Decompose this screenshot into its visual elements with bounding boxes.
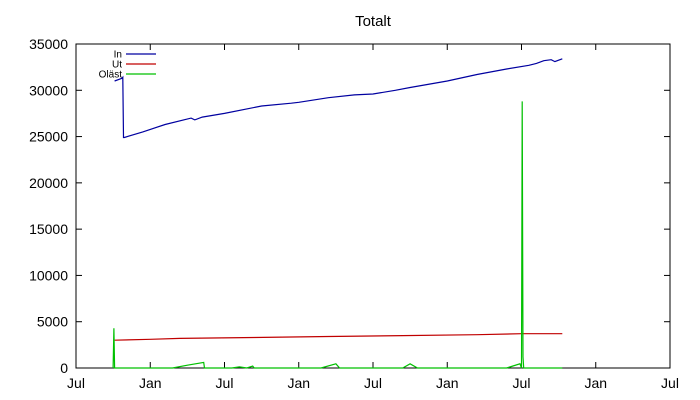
x-tick-label: Jul — [364, 375, 382, 391]
x-tick-label: Jan — [139, 375, 162, 391]
y-tick-label: 25000 — [29, 129, 68, 145]
series-line-in — [114, 58, 563, 139]
series-lines — [112, 58, 563, 369]
x-tick-label: Jan — [287, 375, 310, 391]
legend-label: Ut — [112, 60, 122, 71]
y-tick-label: 10000 — [29, 267, 68, 283]
x-tick-label: Jul — [216, 375, 234, 391]
x-tick-label: Jan — [436, 375, 459, 391]
x-tick-label: Jul — [67, 375, 85, 391]
legend-label: In — [114, 50, 122, 61]
legend-label: Oläst — [99, 70, 123, 81]
y-tick-label: 15000 — [29, 221, 68, 237]
x-axis: Jul Jan Jul Jan Jul Jan Jul Jan Jul — [67, 44, 679, 391]
y-tick-label: 5000 — [37, 314, 68, 330]
x-tick-label: Jan — [584, 375, 607, 391]
y-tick-label: 30000 — [29, 82, 68, 98]
x-tick-label: Jul — [661, 375, 679, 391]
chart-title: Totalt — [355, 13, 392, 30]
y-axis: 0 5000 10000 15000 20000 25000 30000 35000 — [29, 36, 670, 376]
series-line-oläst — [112, 101, 563, 369]
x-tick-label: Jul — [513, 375, 531, 391]
y-tick-label: 0 — [60, 360, 68, 376]
series-line-ut — [114, 333, 563, 341]
plot-frame — [75, 43, 671, 369]
y-tick-label: 20000 — [29, 175, 68, 191]
y-tick-label: 35000 — [29, 36, 68, 52]
